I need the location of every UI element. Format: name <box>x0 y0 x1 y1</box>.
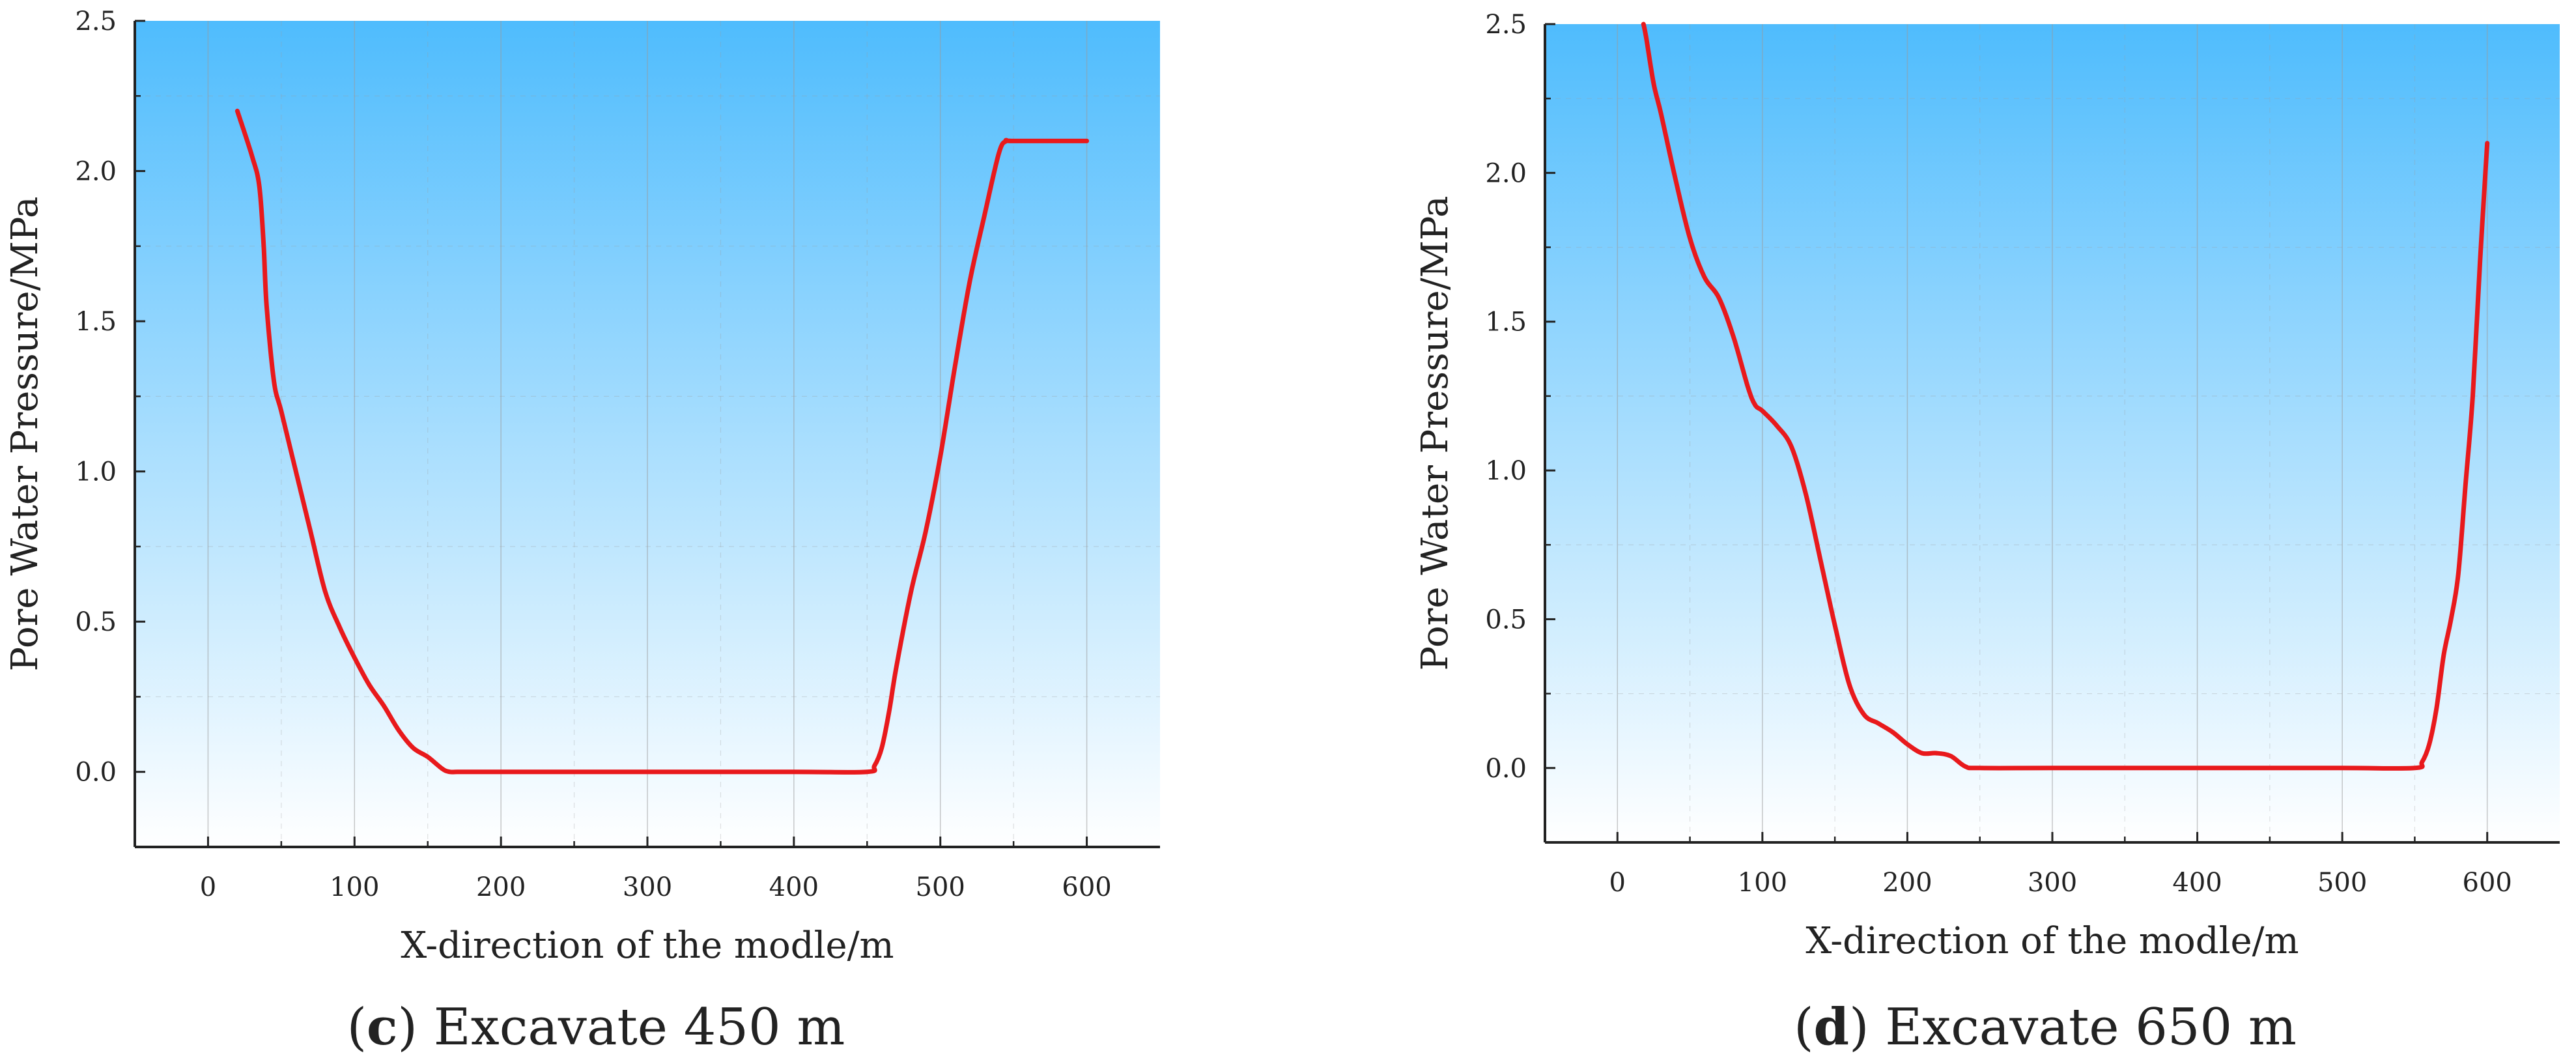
x-tick-label: 600 <box>2463 868 2512 898</box>
y-axis-label: Pore Water Pressure/MPa <box>4 197 46 672</box>
axes: 0 100 200 300 400 500 600 0.0 0.5 1.0 1.5 2.0 2.5 <box>1485 10 2560 898</box>
caption: (d) Excavate 650 m <box>1794 997 2297 1057</box>
chart-d: 0 100 200 300 400 500 600 0.0 0.5 1.0 1.5 2.0 2.5 X-… <box>1414 10 2560 1057</box>
caption-open: ( <box>1794 998 1813 1057</box>
y-tick-label: 1.5 <box>75 307 117 337</box>
caption: (c) Excavate 450 m <box>347 997 845 1057</box>
caption-open: ( <box>347 998 367 1057</box>
caption-letter: c <box>367 997 398 1057</box>
x-axis-label: X-direction of the modle/m <box>1805 920 2299 962</box>
y-tick-label: 2.0 <box>75 157 117 187</box>
y-axis-label: Pore Water Pressure/MPa <box>1414 196 1456 671</box>
x-tick-label: 400 <box>769 872 819 902</box>
x-axis-label: X-direction of the modle/m <box>401 924 894 967</box>
axes: 0 100 200 300 400 500 600 0.0 0.5 1.0 1.5 2.0 2.5 <box>75 7 1160 902</box>
y-tick-label: 2.0 <box>1485 158 1527 188</box>
x-tick-label: 100 <box>330 872 379 902</box>
x-tick-label: 400 <box>2172 868 2222 898</box>
y-tick-label: 1.5 <box>1485 308 1527 337</box>
y-tick-label: 2.5 <box>1485 10 1527 40</box>
series-line <box>234 108 1090 775</box>
x-tick-label: 200 <box>476 872 526 902</box>
y-tick-label: 1.0 <box>1485 456 1527 486</box>
caption-rest: ) Excavate 650 m <box>1849 998 2297 1057</box>
caption-rest: ) Excavate 450 m <box>398 998 845 1057</box>
chart-c: 0 100 200 300 400 500 600 0.0 0.5 1.0 1.5 2.0 2.5 X-… <box>4 7 1160 1057</box>
x-tick-label: 500 <box>2317 868 2367 898</box>
y-tick-label: 0.5 <box>75 607 117 637</box>
y-tick-label: 1.0 <box>75 457 117 487</box>
x-tick-label: 300 <box>2028 868 2077 898</box>
x-tick-label: 300 <box>623 872 672 902</box>
caption-letter: d <box>1814 997 1850 1057</box>
grid <box>1545 24 2560 842</box>
x-tick-label: 0 <box>200 872 216 902</box>
x-tick-label: 0 <box>1609 868 1626 898</box>
x-tick-label: 200 <box>1882 868 1932 898</box>
y-tick-label: 2.5 <box>75 7 117 36</box>
x-tick-label: 500 <box>916 872 965 902</box>
x-tick-label: 100 <box>1738 868 1787 898</box>
series <box>234 108 1090 775</box>
y-tick-label: 0.0 <box>1485 754 1527 784</box>
grid <box>135 21 1160 847</box>
y-tick-label: 0.0 <box>75 758 117 788</box>
x-tick-label: 600 <box>1062 872 1111 902</box>
y-tick-label: 0.5 <box>1485 605 1527 635</box>
series <box>1641 21 2490 771</box>
series-line <box>1641 21 2490 771</box>
